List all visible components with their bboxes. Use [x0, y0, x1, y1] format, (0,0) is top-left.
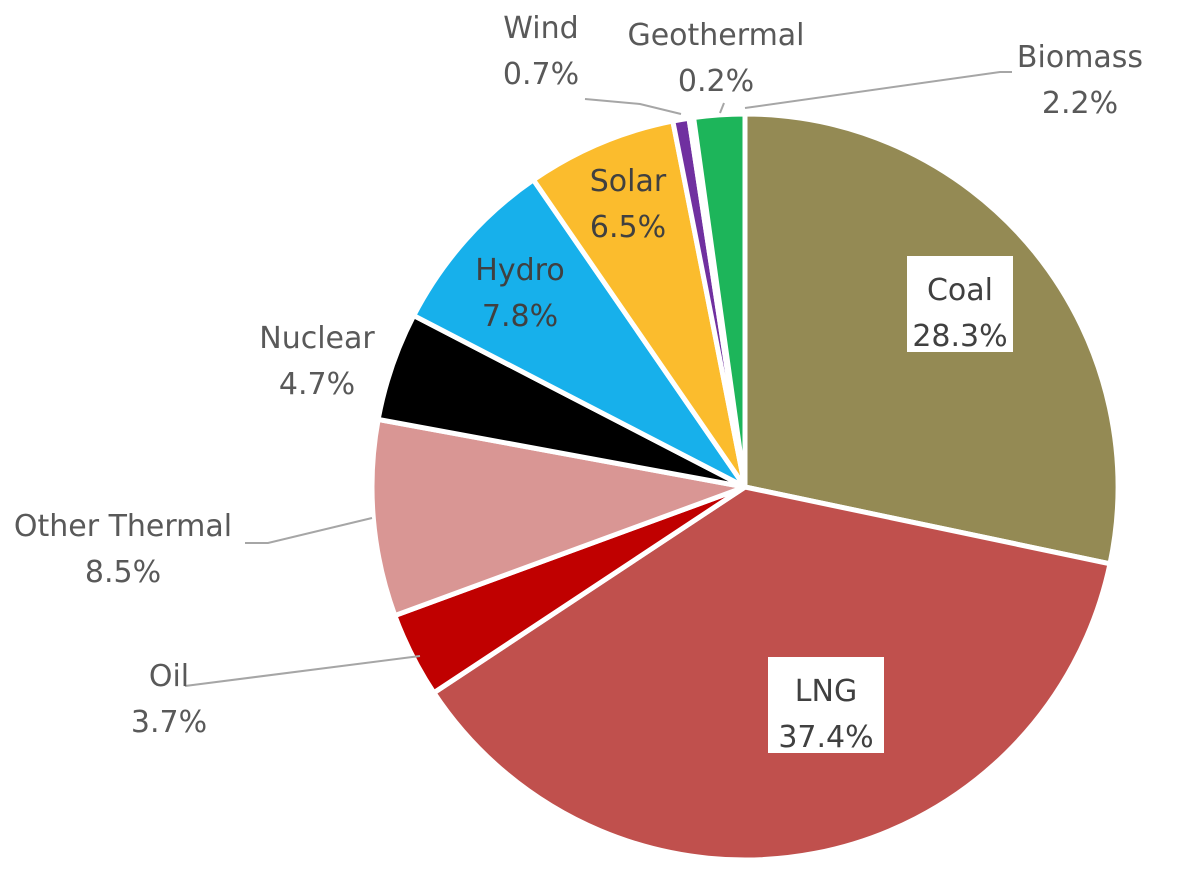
slice-label-other-thermal: Other Thermal 8.5% — [14, 509, 232, 590]
leader-line-wind — [584, 98, 682, 115]
pie-slices — [369, 111, 1121, 863]
pie-slice-solar — [530, 118, 748, 490]
slice-value-biomass: 2.2% — [1042, 86, 1118, 121]
slice-label-hydro: Hydro 7.8% — [475, 253, 564, 334]
slice-name-nuclear: Nuclear — [259, 321, 375, 356]
leader-line-oil — [184, 655, 421, 687]
pie-slice-biomass — [691, 111, 748, 490]
pie-slice-other-thermal — [369, 416, 748, 619]
slice-value-hydro: 7.8% — [482, 299, 558, 334]
label-box-lng — [768, 657, 884, 753]
pie-slice-hydro — [411, 177, 748, 490]
slice-label-coal: Coal 28.3% — [907, 256, 1013, 354]
slice-value-oil: 3.7% — [131, 705, 207, 740]
slice-name-hydro: Hydro — [475, 253, 564, 288]
slice-name-other-thermal: Other Thermal — [14, 509, 232, 544]
slice-value-geothermal: 0.2% — [678, 64, 754, 99]
slice-label-lng: LNG 37.4% — [768, 657, 884, 755]
slice-label-solar: Solar 6.5% — [590, 164, 667, 245]
slice-value-other-thermal: 8.5% — [85, 555, 161, 590]
slice-label-oil: Oil 3.7% — [131, 659, 207, 740]
leader-lines — [184, 71, 1012, 687]
slice-value-solar: 6.5% — [590, 210, 666, 245]
slice-name-coal: Coal — [927, 273, 993, 308]
slice-value-nuclear: 4.7% — [279, 367, 355, 402]
slice-name-wind: Wind — [503, 11, 578, 46]
slice-value-lng: 37.4% — [778, 720, 873, 755]
slice-label-biomass: Biomass 2.2% — [1017, 40, 1143, 121]
slice-value-wind: 0.7% — [503, 57, 579, 92]
leader-line-biomass — [744, 71, 1012, 109]
slice-name-geothermal: Geothermal — [627, 18, 804, 53]
leader-line-geothermal — [719, 102, 725, 114]
slice-name-biomass: Biomass — [1017, 40, 1143, 75]
slice-value-coal: 28.3% — [912, 319, 1007, 354]
leader-line-other-thermal — [245, 517, 373, 544]
label-box-coal — [907, 256, 1013, 352]
slice-name-oil: Oil — [149, 659, 189, 694]
slice-name-lng: LNG — [795, 674, 857, 709]
slice-label-geothermal: Geothermal 0.2% — [627, 18, 804, 99]
slice-labels: Coal 28.3% LNG 37.4% Oil 3.7% Other Thermal 8.5… — [14, 11, 1143, 755]
slice-label-wind: Wind 0.7% — [503, 11, 579, 92]
slice-label-nuclear: Nuclear 4.7% — [259, 321, 375, 402]
slice-name-solar: Solar — [590, 164, 667, 199]
